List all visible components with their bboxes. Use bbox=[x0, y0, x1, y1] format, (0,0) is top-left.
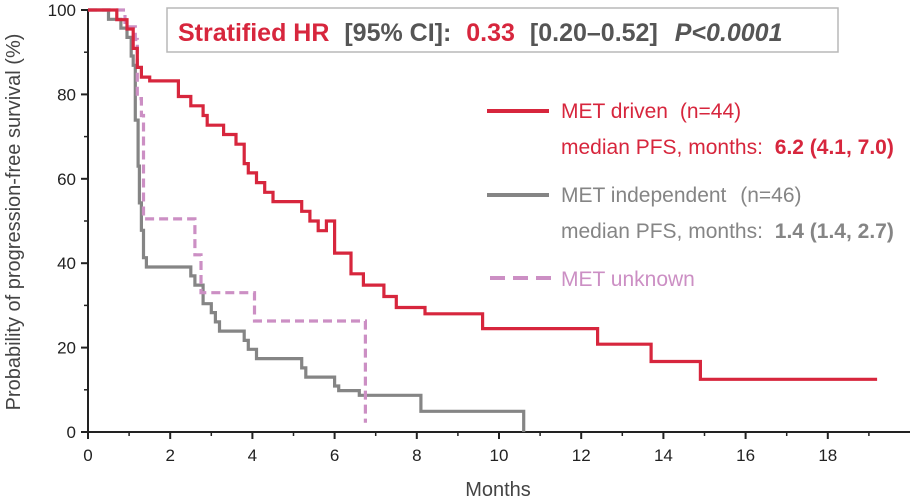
x-tick-label: 8 bbox=[412, 446, 421, 465]
x-tick-label: 2 bbox=[165, 446, 174, 465]
km-curve-met-driven bbox=[88, 8, 878, 381]
legend: MET driven (n=44) median PFS, months: 6.… bbox=[487, 100, 894, 291]
axes-layer: 0 2 4 6 8 10 12 14 16 18 0 20 40 60 80 100 bbox=[48, 1, 910, 465]
legend-met-independent-title: MET independent (n=46) bbox=[561, 184, 802, 207]
legend-met-independent-median: median PFS, months: 1.4 (1.4, 2.7) bbox=[561, 220, 894, 243]
y-tick-label: 60 bbox=[57, 170, 76, 189]
hr-ci-label: [95% CI]: bbox=[344, 19, 451, 47]
km-curve-met-independent bbox=[88, 8, 526, 432]
y-tick-label: 40 bbox=[57, 254, 76, 273]
legend-met-independent-median-value: 1.4 (1.4, 2.7) bbox=[775, 220, 894, 243]
x-tick-label: 10 bbox=[490, 446, 509, 465]
x-tick-label: 0 bbox=[83, 446, 92, 465]
y-tick-label: 100 bbox=[48, 1, 76, 20]
hr-annotation: Stratified HR [95% CI]: 0.33 [0.20–0.52]… bbox=[166, 7, 839, 53]
y-tick-label: 20 bbox=[57, 339, 76, 358]
legend-met-unknown-name: MET unknown bbox=[561, 268, 695, 291]
x-tick-label: 16 bbox=[736, 446, 755, 465]
legend-met-driven-median: median PFS, months: 6.2 (4.1, 7.0) bbox=[561, 136, 894, 159]
legend-met-independent-name: MET independent bbox=[561, 184, 727, 207]
y-tick-label: 0 bbox=[67, 423, 76, 442]
x-tick-label: 14 bbox=[654, 446, 673, 465]
legend-met-driven-n: (n=44) bbox=[680, 100, 741, 123]
x-tick-label: 12 bbox=[572, 446, 591, 465]
curves-layer bbox=[88, 8, 878, 432]
y-tick-label: 80 bbox=[57, 85, 76, 104]
x-tick-label: 6 bbox=[330, 446, 339, 465]
legend-met-independent-median-label: median PFS, months: bbox=[561, 220, 763, 243]
hr-annotation-text: Stratified HR [95% CI]: 0.33 [0.20–0.52]… bbox=[178, 19, 782, 47]
hr-label: Stratified HR bbox=[178, 19, 329, 47]
y-axis-title: Probability of progression-free survival… bbox=[3, 34, 25, 411]
x-tick-label: 18 bbox=[818, 446, 837, 465]
km-curve-met-unknown bbox=[88, 8, 367, 423]
legend-met-driven-name: MET driven bbox=[561, 100, 668, 123]
legend-met-independent-n: (n=46) bbox=[740, 184, 801, 207]
hr-ci-value: [0.20–0.52] bbox=[530, 19, 658, 47]
x-axis-title: Months bbox=[465, 479, 531, 501]
hr-value: 0.33 bbox=[466, 19, 515, 47]
legend-met-driven-median-value: 6.2 (4.1, 7.0) bbox=[775, 136, 894, 159]
legend-met-driven-median-label: median PFS, months: bbox=[561, 136, 763, 159]
x-tick-label: 4 bbox=[248, 446, 257, 465]
legend-met-driven-title: MET driven (n=44) bbox=[561, 100, 741, 123]
p-value: P<0.0001 bbox=[675, 19, 783, 47]
hr-annotation-box bbox=[166, 7, 839, 53]
